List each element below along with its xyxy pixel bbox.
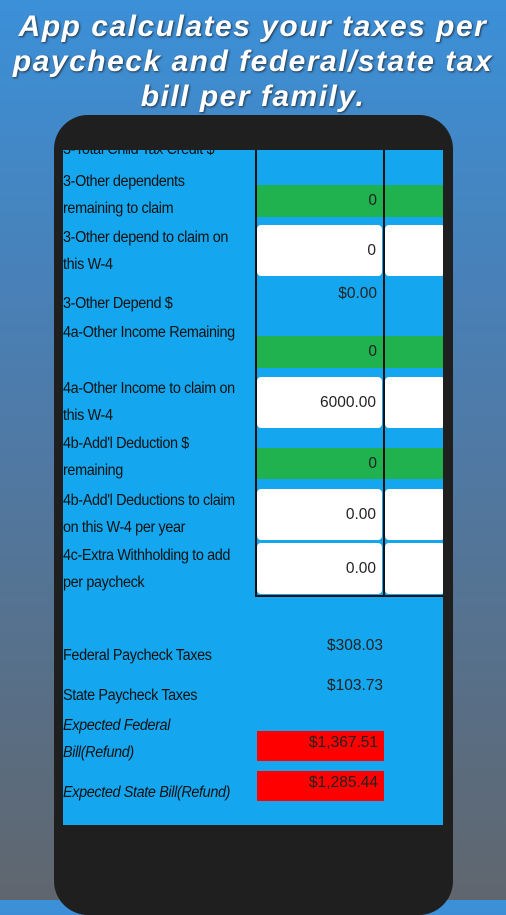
input-field[interactable]: 6000.00 (257, 377, 382, 428)
app-screen: 3-Total Child Tax Credit $ 3-Other depen… (63, 150, 443, 825)
field-label: 3-Other dependents remaining to claim (63, 173, 185, 217)
summary-value: $1,285.44 (257, 771, 384, 801)
input-field[interactable]: 0.00 (257, 543, 382, 594)
input-field[interactable] (385, 225, 443, 276)
summary-value: $308.03 (326, 637, 383, 654)
field-box (385, 448, 443, 479)
field-box (385, 185, 443, 217)
field-value: 0 (257, 448, 383, 479)
divider (383, 150, 385, 597)
input-field[interactable]: 0.00 (257, 489, 382, 540)
headline: App calculates your taxes per (18, 10, 488, 43)
field-box (385, 336, 443, 368)
summary-label: State Paycheck Taxes (63, 687, 198, 704)
summary-value: $103.73 (326, 677, 383, 694)
input-field[interactable]: 0 (257, 225, 382, 276)
headline: paycheck and federal/state tax (12, 45, 494, 78)
field-label: 3-Other depend to claim on this W-4 (63, 229, 229, 273)
field-label: 3-Other Depend $ (63, 295, 173, 312)
field-label: 4a-Other Income to claim on this W-4 (63, 380, 235, 424)
field-label: 4c-Extra Withholding to add per paycheck (63, 547, 231, 591)
summary-label: Federal Paycheck Taxes (63, 647, 212, 664)
summary-label: Expected Federal Bill(Refund) (63, 717, 171, 761)
field-label: 4b-Add'l Deductions to claim on this W-4… (63, 492, 235, 536)
divider (255, 150, 257, 597)
input-field[interactable] (385, 543, 443, 594)
summary-label: Expected State Bill(Refund) (63, 784, 231, 801)
divider (255, 595, 443, 597)
field-label: 4a-Other Income Remaining (63, 324, 235, 341)
field-value: 0 (257, 185, 383, 217)
input-field[interactable] (385, 377, 443, 428)
field-value: $0.00 (338, 285, 377, 302)
field-label: 3-Total Child Tax Credit $ (63, 150, 242, 163)
field-value: 0 (257, 336, 383, 368)
headline: bill per family. (140, 80, 366, 113)
summary-value: $1,367.51 (257, 731, 384, 761)
input-field[interactable] (385, 489, 443, 540)
field-label: 4b-Add'l Deduction $ remaining (63, 435, 189, 479)
